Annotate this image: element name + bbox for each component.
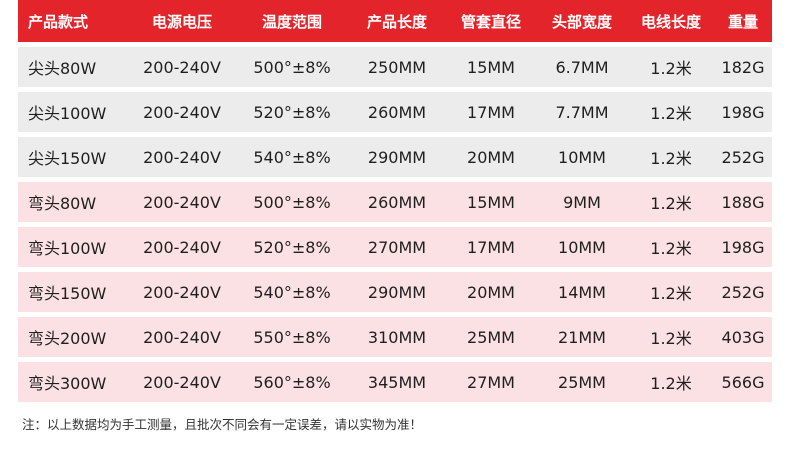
cell-voltage: 200-240V xyxy=(143,282,221,302)
table-row: 尖头150W 200-240V 540°±8% 290MM 20MM 10MM … xyxy=(18,137,772,177)
cell-tip-width: 14MM xyxy=(558,282,606,302)
cell-weight: 198G xyxy=(721,102,765,122)
header-length: 产品长度 xyxy=(366,12,427,31)
cell-voltage: 200-240V xyxy=(143,237,221,257)
cell-style: 弯头150W xyxy=(28,284,107,303)
cell-style: 弯头300W xyxy=(28,374,107,393)
cell-cable-length: 1.2米 xyxy=(650,149,692,168)
cell-temperature: 520°±8% xyxy=(253,237,331,257)
header-sleeve-diameter: 管套直径 xyxy=(460,12,521,31)
header-voltage: 电源电压 xyxy=(151,12,212,31)
table-row: 弯头300W 200-240V 560°±8% 345MM 27MM 25MM … xyxy=(18,362,772,402)
cell-tip-width: 6.7MM xyxy=(555,57,609,77)
cell-temperature: 540°±8% xyxy=(253,282,331,302)
cell-tip-width: 25MM xyxy=(558,372,606,392)
cell-sleeve-diameter: 20MM xyxy=(467,282,515,302)
cell-weight: 566G xyxy=(721,372,765,392)
cell-sleeve-diameter: 17MM xyxy=(467,102,515,122)
cell-style: 尖头80W xyxy=(28,59,97,78)
cell-length: 290MM xyxy=(367,147,427,167)
cell-length: 290MM xyxy=(367,282,427,302)
cell-sleeve-diameter: 17MM xyxy=(467,237,515,257)
cell-length: 310MM xyxy=(367,327,427,347)
cell-cable-length: 1.2米 xyxy=(650,239,692,258)
disclaimer-note: 注：以上数据均为手工测量，且批次不同会有一定误差，请以实物为准！ xyxy=(22,417,423,432)
cell-cable-length: 1.2米 xyxy=(650,194,692,213)
cell-voltage: 200-240V xyxy=(143,102,221,122)
table-header-row: 产品款式 电源电压 温度范围 产品长度 管套直径 头部宽度 电线长度 重量 xyxy=(18,0,772,42)
cell-temperature: 550°±8% xyxy=(253,327,331,347)
cell-cable-length: 1.2米 xyxy=(650,284,692,303)
cell-weight: 252G xyxy=(721,147,765,167)
cell-temperature: 540°±8% xyxy=(253,147,331,167)
cell-temperature: 560°±8% xyxy=(253,372,331,392)
cell-length: 250MM xyxy=(367,57,427,77)
cell-temperature: 520°±8% xyxy=(253,102,331,122)
cell-length: 260MM xyxy=(367,192,427,212)
cell-weight: 182G xyxy=(721,57,765,77)
cell-temperature: 500°±8% xyxy=(253,192,331,212)
table-row: 弯头100W 200-240V 520°±8% 270MM 17MM 10MM … xyxy=(18,227,772,267)
cell-sleeve-diameter: 20MM xyxy=(467,147,515,167)
cell-length: 270MM xyxy=(367,237,427,257)
table-row: 弯头80W 200-240V 500°±8% 260MM 15MM 9MM 1.… xyxy=(18,182,772,222)
cell-tip-width: 9MM xyxy=(563,192,601,212)
header-tip-width: 头部宽度 xyxy=(551,12,612,31)
cell-cable-length: 1.2米 xyxy=(650,374,692,393)
cell-tip-width: 10MM xyxy=(558,147,606,167)
table-row: 尖头100W 200-240V 520°±8% 260MM 17MM 7.7MM… xyxy=(18,92,772,132)
cell-style: 弯头200W xyxy=(28,329,107,348)
spec-table: 产品款式 电源电压 温度范围 产品长度 管套直径 头部宽度 电线长度 重量 尖头… xyxy=(18,0,772,402)
table-row: 弯头200W 200-240V 550°±8% 310MM 25MM 21MM … xyxy=(18,317,772,357)
cell-voltage: 200-240V xyxy=(143,327,221,347)
cell-weight: 198G xyxy=(721,237,765,257)
cell-tip-width: 10MM xyxy=(558,237,606,257)
cell-cable-length: 1.2米 xyxy=(650,59,692,78)
cell-tip-width: 21MM xyxy=(558,327,606,347)
cell-voltage: 200-240V xyxy=(143,372,221,392)
header-weight: 重量 xyxy=(727,12,758,31)
cell-length: 345MM xyxy=(367,372,427,392)
cell-cable-length: 1.2米 xyxy=(650,329,692,348)
cell-voltage: 200-240V xyxy=(143,147,221,167)
cell-voltage: 200-240V xyxy=(143,192,221,212)
cell-length: 260MM xyxy=(367,102,427,122)
cell-tip-width: 7.7MM xyxy=(555,102,609,122)
cell-style: 尖头100W xyxy=(28,104,107,123)
cell-weight: 403G xyxy=(721,327,765,347)
cell-weight: 188G xyxy=(721,192,765,212)
cell-temperature: 500°±8% xyxy=(253,57,331,77)
cell-sleeve-diameter: 15MM xyxy=(467,192,515,212)
cell-voltage: 200-240V xyxy=(143,57,221,77)
cell-style: 弯头80W xyxy=(28,194,97,213)
cell-sleeve-diameter: 25MM xyxy=(467,327,515,347)
cell-style: 弯头100W xyxy=(28,239,107,258)
header-temperature: 温度范围 xyxy=(261,12,322,31)
cell-sleeve-diameter: 27MM xyxy=(467,372,515,392)
header-cable-length: 电线长度 xyxy=(640,12,701,31)
table-row: 尖头80W 200-240V 500°±8% 250MM 15MM 6.7MM … xyxy=(18,47,772,87)
cell-weight: 252G xyxy=(721,282,765,302)
cell-style: 尖头150W xyxy=(28,149,107,168)
table-row: 弯头150W 200-240V 540°±8% 290MM 20MM 14MM … xyxy=(18,272,772,312)
header-style: 产品款式 xyxy=(28,12,89,31)
cell-cable-length: 1.2米 xyxy=(650,104,692,123)
cell-sleeve-diameter: 15MM xyxy=(467,57,515,77)
